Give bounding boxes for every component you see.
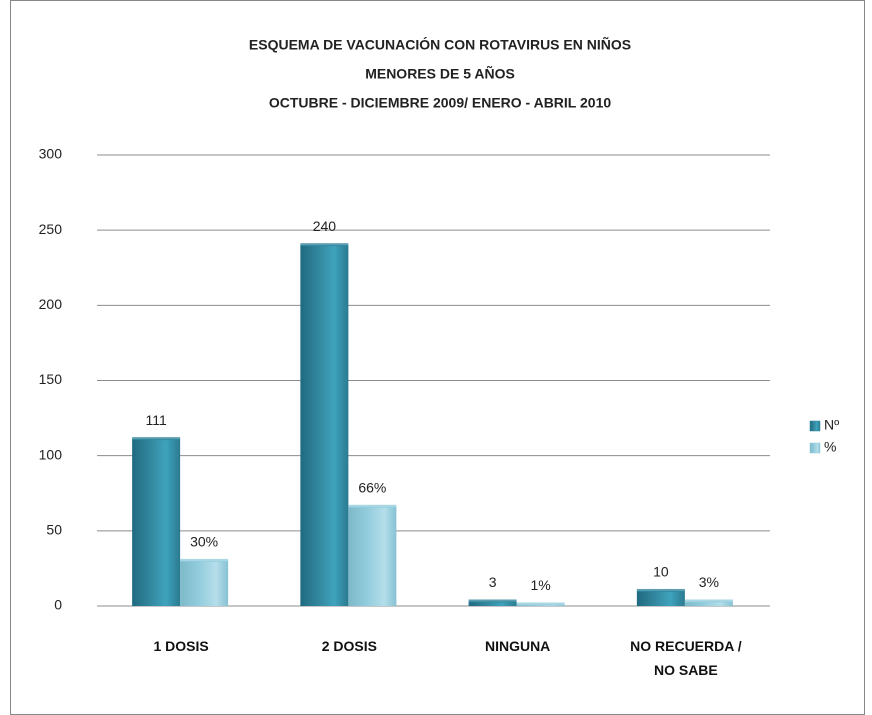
- bar-top: [636, 588, 685, 592]
- bar: [468, 601, 517, 606]
- y-tick-label: 250: [39, 221, 63, 237]
- bar: [300, 245, 349, 606]
- bar-top: [684, 599, 733, 603]
- bar: [348, 506, 397, 606]
- chart-title: ESQUEMA DE VACUNACIÓN CON ROTAVIRUS EN N…: [249, 36, 631, 53]
- y-tick-label: 200: [39, 296, 63, 312]
- data-label: 30%: [190, 534, 218, 550]
- chart-title: MENORES DE 5 AÑOS: [365, 65, 515, 82]
- data-label: 3: [489, 574, 497, 590]
- bar-top: [468, 599, 517, 603]
- x-tick-label: 1 DOSIS: [153, 638, 209, 654]
- data-label: 66%: [358, 479, 386, 495]
- bar: [180, 560, 229, 606]
- bar-top: [516, 602, 565, 606]
- legend-label: %: [824, 439, 836, 455]
- legend-swatch: [809, 442, 821, 454]
- data-label: 240: [313, 218, 337, 234]
- chart-title: OCTUBRE - DICIEMBRE 2009/ ENERO - ABRIL …: [269, 95, 612, 111]
- bar-top: [348, 504, 397, 508]
- x-tick-label: NO RECUERDA / NO SABE: [630, 638, 742, 678]
- bar-top: [300, 243, 349, 247]
- x-tick-label: 2 DOSIS: [321, 638, 377, 654]
- bar: [132, 439, 181, 606]
- data-label: 1%: [531, 577, 551, 593]
- bar: [636, 590, 685, 606]
- y-tick-label: 100: [39, 446, 63, 462]
- bar-top: [132, 437, 181, 441]
- data-label: 111: [145, 412, 166, 428]
- y-tick-label: 300: [39, 146, 63, 162]
- data-label: 3%: [699, 574, 719, 590]
- x-tick-label: NINGUNA: [484, 638, 551, 654]
- legend-label: Nº: [824, 417, 839, 433]
- bar-top: [180, 558, 229, 562]
- bar: [684, 601, 733, 606]
- y-tick-label: 150: [39, 371, 63, 387]
- y-tick-label: 0: [54, 597, 62, 613]
- legend-swatch: [809, 420, 821, 432]
- y-tick-label: 50: [46, 522, 62, 538]
- data-label: 10: [653, 564, 669, 580]
